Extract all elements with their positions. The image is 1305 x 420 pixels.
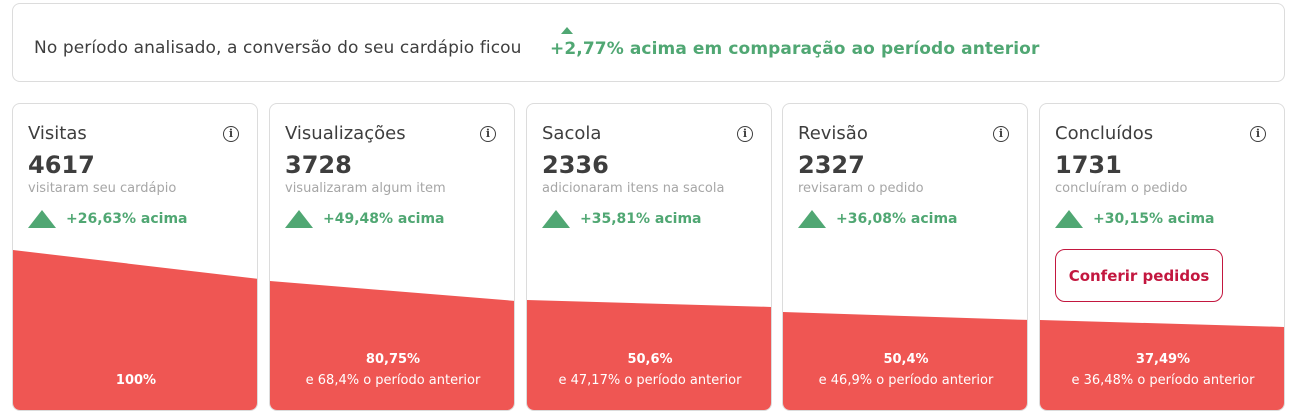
card-description: concluíram o pedido: [1055, 181, 1188, 196]
card-title: Visualizações: [285, 123, 406, 144]
conversion-percent: 37,49%: [1135, 352, 1191, 367]
conversion-percent: 50,6%: [627, 352, 673, 367]
card-description: adicionaram itens na sacola: [542, 181, 725, 196]
previous-period-label: e 47,17% o período anterior: [558, 373, 742, 388]
card-value: 1731: [1055, 151, 1122, 179]
trend-text: +35,81% acima: [580, 211, 702, 227]
info-icon[interactable]: i: [480, 126, 496, 142]
card-value: 3728: [285, 151, 352, 179]
previous-period-label: e 46,9% o período anterior: [818, 373, 994, 388]
summary-text: No período analisado, a conversão do seu…: [34, 38, 522, 58]
funnel-shape: [13, 250, 257, 410]
conversion-summary-banner: No período analisado, a conversão do seu…: [12, 3, 1285, 82]
card-title: Revisão: [798, 123, 868, 144]
conversion-percent: 100%: [115, 373, 157, 388]
trend-up-icon: [285, 210, 313, 228]
info-icon[interactable]: i: [737, 126, 753, 142]
summary-highlight: +2,77% acima em comparação ao período an…: [550, 39, 1040, 59]
funnel-shape: [527, 300, 771, 410]
card-description: visualizaram algum item: [285, 181, 446, 196]
trend-text: +26,63% acima: [66, 211, 188, 227]
conversion-percent: 50,4%: [883, 352, 929, 367]
trend-up-icon: [28, 210, 56, 228]
conversion-percent: 80,75%: [365, 352, 421, 367]
card-value: 4617: [28, 151, 95, 179]
info-icon[interactable]: i: [993, 126, 1009, 142]
card-description: visitaram seu cardápio: [28, 181, 177, 196]
previous-period-label: e 36,48% o período anterior: [1071, 373, 1255, 388]
card-description: revisaram o pedido: [798, 181, 924, 196]
up-arrow-icon: [561, 27, 573, 34]
info-icon[interactable]: i: [1250, 126, 1266, 142]
funnel-card-visitas: Visitas i 4617 visitaram seu cardápio +2…: [12, 103, 258, 411]
funnel-shape: [1040, 320, 1284, 410]
info-icon[interactable]: i: [223, 126, 239, 142]
trend-up-icon: [1055, 210, 1083, 228]
card-title: Visitas: [28, 123, 87, 144]
funnel-shape: [270, 281, 514, 410]
card-value: 2327: [798, 151, 865, 179]
trend-text: +30,15% acima: [1093, 211, 1215, 227]
funnel-card-concluidos: Concluídos i 1731 concluíram o pedido +3…: [1039, 103, 1285, 411]
trend-up-icon: [798, 210, 826, 228]
funnel-card-sacola: Sacola i 2336 adicionaram itens na sacol…: [526, 103, 772, 411]
previous-period-label: e 68,4% o período anterior: [305, 373, 481, 388]
trend-text: +49,48% acima: [323, 211, 445, 227]
card-title: Sacola: [542, 123, 602, 144]
check-orders-button[interactable]: Conferir pedidos: [1055, 249, 1223, 302]
funnel-card-visualizacoes: Visualizações i 3728 visualizaram algum …: [269, 103, 515, 411]
funnel-card-revisao: Revisão i 2327 revisaram o pedido +36,08…: [782, 103, 1028, 411]
card-title: Concluídos: [1055, 123, 1154, 144]
card-value: 2336: [542, 151, 609, 179]
trend-up-icon: [542, 210, 570, 228]
funnel-shape: [783, 312, 1027, 410]
trend-text: +36,08% acima: [836, 211, 958, 227]
